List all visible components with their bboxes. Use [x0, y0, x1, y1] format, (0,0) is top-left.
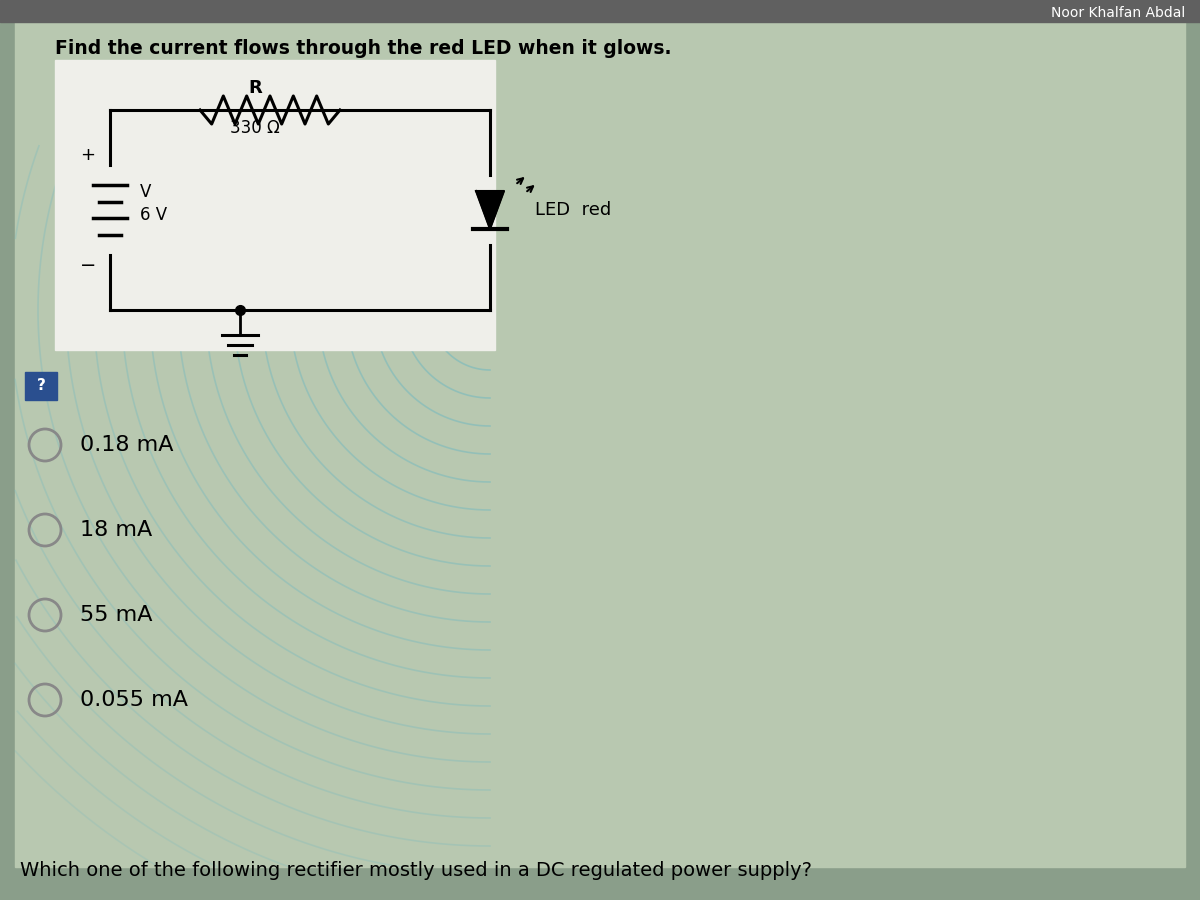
- Text: ?: ?: [36, 379, 46, 393]
- Bar: [55, 60, 496, 350]
- Text: Noor Khalfan Abdal: Noor Khalfan Abdal: [1051, 6, 1186, 20]
- Text: Which one of the following rectifier mostly used in a DC regulated power supply?: Which one of the following rectifier mos…: [20, 860, 812, 879]
- Text: LED  red: LED red: [535, 201, 611, 219]
- Polygon shape: [476, 191, 504, 229]
- Text: 0.18 mA: 0.18 mA: [80, 435, 174, 455]
- Text: 0.055 mA: 0.055 mA: [80, 690, 188, 710]
- Text: 6 V: 6 V: [140, 206, 167, 224]
- Text: 330 Ω: 330 Ω: [230, 119, 280, 137]
- Text: 18 mA: 18 mA: [80, 520, 152, 540]
- Text: V: V: [140, 183, 151, 201]
- Text: −: −: [80, 256, 96, 274]
- Bar: [0, 0, 1200, 22]
- Text: Find the current flows through the red LED when it glows.: Find the current flows through the red L…: [55, 39, 672, 58]
- Text: +: +: [80, 146, 96, 164]
- Text: R: R: [248, 79, 262, 97]
- Bar: [25, 372, 58, 400]
- Text: 55 mA: 55 mA: [80, 605, 152, 625]
